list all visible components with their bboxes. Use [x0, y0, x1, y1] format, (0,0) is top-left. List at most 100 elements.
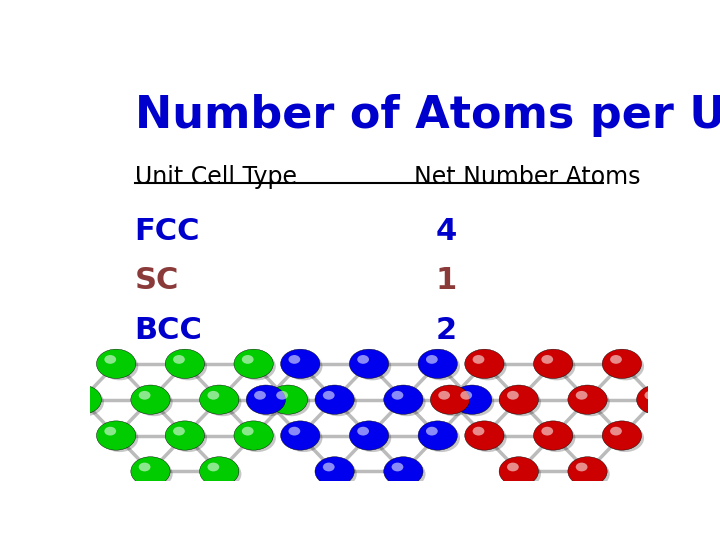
Circle shape: [392, 463, 403, 471]
Circle shape: [499, 457, 539, 486]
Circle shape: [251, 388, 288, 416]
Circle shape: [435, 388, 472, 416]
Circle shape: [426, 355, 438, 364]
Circle shape: [418, 349, 457, 379]
Circle shape: [139, 463, 150, 471]
Circle shape: [538, 353, 575, 380]
Circle shape: [349, 349, 389, 379]
Circle shape: [315, 385, 354, 414]
Circle shape: [507, 463, 519, 471]
Circle shape: [507, 391, 519, 400]
Circle shape: [541, 427, 553, 436]
Circle shape: [469, 424, 507, 452]
Circle shape: [281, 421, 320, 450]
Circle shape: [70, 391, 82, 400]
Circle shape: [285, 424, 323, 452]
Circle shape: [281, 349, 320, 379]
Circle shape: [242, 427, 253, 436]
Text: 2: 2: [436, 316, 457, 346]
Circle shape: [104, 355, 116, 364]
Circle shape: [207, 391, 219, 400]
Circle shape: [464, 349, 504, 379]
Circle shape: [170, 424, 207, 452]
Circle shape: [423, 424, 460, 452]
Text: Net Number Atoms: Net Number Atoms: [413, 165, 640, 188]
Circle shape: [472, 355, 485, 364]
Circle shape: [636, 385, 676, 414]
Circle shape: [131, 457, 170, 486]
Circle shape: [534, 349, 573, 379]
Circle shape: [320, 460, 357, 488]
Circle shape: [289, 355, 300, 364]
Circle shape: [354, 353, 391, 380]
Circle shape: [96, 349, 136, 379]
Circle shape: [273, 388, 310, 416]
Text: SC: SC: [135, 266, 179, 295]
Circle shape: [357, 355, 369, 364]
Circle shape: [607, 424, 644, 452]
Circle shape: [315, 457, 354, 486]
Circle shape: [452, 385, 492, 414]
Circle shape: [460, 391, 472, 400]
Circle shape: [499, 385, 539, 414]
Circle shape: [534, 421, 573, 450]
Circle shape: [392, 391, 403, 400]
Circle shape: [135, 460, 173, 488]
Circle shape: [610, 355, 622, 364]
Circle shape: [131, 385, 170, 414]
Circle shape: [165, 421, 204, 450]
Circle shape: [426, 427, 438, 436]
Circle shape: [135, 388, 173, 416]
Circle shape: [538, 424, 575, 452]
Circle shape: [354, 424, 391, 452]
Circle shape: [388, 460, 426, 488]
Circle shape: [384, 457, 423, 486]
Circle shape: [173, 427, 185, 436]
Circle shape: [139, 391, 150, 400]
Circle shape: [204, 460, 241, 488]
Circle shape: [234, 421, 274, 450]
Circle shape: [254, 391, 266, 400]
Circle shape: [602, 349, 642, 379]
Circle shape: [568, 457, 607, 486]
Circle shape: [246, 385, 286, 414]
Circle shape: [572, 388, 610, 416]
Circle shape: [165, 349, 204, 379]
Circle shape: [388, 388, 426, 416]
Text: Number of Atoms per Unit Cell: Number of Atoms per Unit Cell: [135, 94, 720, 137]
Circle shape: [234, 349, 274, 379]
Circle shape: [504, 460, 541, 488]
Circle shape: [572, 460, 610, 488]
Circle shape: [199, 385, 239, 414]
Circle shape: [576, 463, 588, 471]
Circle shape: [285, 353, 323, 380]
Circle shape: [269, 385, 307, 414]
Circle shape: [101, 353, 138, 380]
Circle shape: [104, 427, 116, 436]
Circle shape: [568, 385, 607, 414]
Circle shape: [541, 355, 553, 364]
Circle shape: [204, 388, 241, 416]
Circle shape: [207, 463, 219, 471]
Circle shape: [431, 385, 469, 414]
Circle shape: [602, 421, 642, 450]
Circle shape: [641, 388, 678, 416]
Circle shape: [644, 391, 656, 400]
Circle shape: [320, 388, 357, 416]
Circle shape: [349, 421, 389, 450]
Circle shape: [276, 391, 288, 400]
Circle shape: [610, 427, 622, 436]
Circle shape: [323, 391, 335, 400]
Circle shape: [423, 353, 460, 380]
Circle shape: [438, 391, 450, 400]
Circle shape: [199, 457, 239, 486]
Circle shape: [384, 385, 423, 414]
Circle shape: [469, 353, 507, 380]
Circle shape: [289, 427, 300, 436]
Circle shape: [418, 421, 457, 450]
Circle shape: [67, 388, 104, 416]
Text: Unit Cell Type: Unit Cell Type: [135, 165, 297, 188]
Circle shape: [62, 385, 102, 414]
Circle shape: [607, 353, 644, 380]
Circle shape: [357, 427, 369, 436]
